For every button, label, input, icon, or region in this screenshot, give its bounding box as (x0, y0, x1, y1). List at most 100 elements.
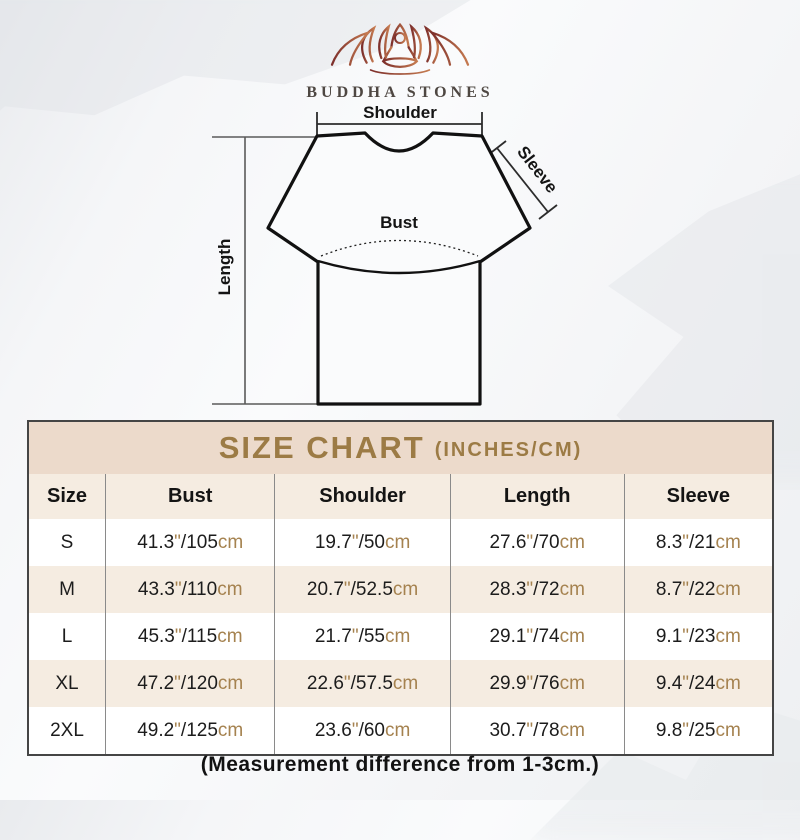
shoulder-measure-lines (316, 112, 483, 136)
value-text: /72 (533, 578, 560, 600)
value-text: /21 (689, 531, 716, 553)
unit-text: cm (217, 625, 243, 647)
value-text: 22.6 (306, 672, 344, 694)
unit-text: " (174, 578, 182, 600)
table-row: 2XL 49.2"/125cm 23.6"/60cm 30.7"/78cm 9.8"/2… (29, 707, 772, 754)
length-measurement-cell: 28.3"/72cm (449, 566, 625, 613)
length-measurement-cell: 29.1"/74cm (449, 613, 625, 660)
unit-text: " (174, 719, 181, 741)
unit-text: " (351, 719, 359, 741)
shoulder-measurement-cell: 22.6"/57.5cm (274, 660, 451, 707)
unit-text: cm (392, 672, 419, 694)
bust-label: Bust (380, 213, 418, 232)
unit-text: " (343, 578, 351, 600)
unit-text: cm (715, 719, 741, 741)
unit-text: cm (559, 625, 585, 647)
value-text: 30.7 (489, 719, 527, 741)
value-text: /55 (358, 625, 385, 647)
table-row: S 41.3"/105cm 19.7"/50cm 27.6"/70cm 8.3"/21c… (29, 519, 772, 566)
value-text: 27.6 (489, 531, 527, 553)
size-chart-title: SIZE CHART (218, 430, 425, 465)
table-row: L 45.3"/115cm 21.7"/55cm 29.1"/74cm 9.1"/23c… (29, 613, 772, 660)
measurement-note: (Measurement difference from 1-3cm.) (200, 753, 600, 776)
shoulder-label: Shoulder (363, 103, 437, 122)
unit-text: " (682, 672, 690, 694)
size-table-body: S 41.3"/105cm 19.7"/50cm 27.6"/70cm 8.3"/21c… (29, 519, 772, 754)
unit-text: " (526, 578, 534, 600)
tshirt-measurement-diagram: Shoulder Sleeve Bust Length (212, 103, 561, 406)
unit-text: " (343, 672, 351, 694)
value-text: /57.5 (350, 672, 393, 694)
bust-line-solid (317, 259, 481, 275)
unit-text: cm (559, 672, 585, 694)
size-chart-title-bar: SIZE CHART (INCHES/CM) (29, 422, 772, 474)
column-header-shoulder: Shoulder (274, 474, 451, 519)
sleeve-measurement-cell: 8.7"/22cm (623, 566, 772, 613)
unit-text: " (682, 578, 690, 600)
length-measurement-cell: 30.7"/78cm (449, 707, 625, 754)
unit-text: cm (384, 625, 411, 647)
unit-text: cm (384, 719, 411, 741)
length-measurement-cell: 29.9"/76cm (449, 660, 625, 707)
value-text: /110 (181, 578, 218, 600)
bust-line-dotted (320, 239, 479, 257)
value-text: /105 (180, 531, 218, 553)
unit-text: " (682, 531, 690, 553)
unit-text: " (174, 625, 182, 647)
value-text: 43.3 (137, 578, 175, 600)
value-text: /22 (689, 578, 716, 600)
tshirt-outline (266, 131, 532, 406)
value-text: 45.3 (137, 625, 175, 647)
sleeve-measurement-cell: 9.4"/24cm (623, 660, 772, 707)
value-text: 8.3 (655, 531, 683, 553)
sleeve-measurement-cell: 9.8"/25cm (623, 707, 772, 754)
unit-text: cm (559, 719, 585, 741)
unit-text: " (682, 719, 690, 741)
unit-text: cm (559, 531, 585, 553)
unit-text: " (526, 625, 534, 647)
sleeve-measurement-cell: 8.3"/21cm (623, 519, 772, 566)
table-row: XL 47.2"/120cm 22.6"/57.5cm 29.9"/76cm 9.4"/… (29, 660, 772, 707)
brand-header: BUDDHA STONES (0, 10, 800, 102)
size-cell: L (61, 625, 73, 647)
value-text: 21.7 (314, 625, 352, 647)
value-text: /52.5 (350, 578, 393, 600)
value-text: 28.3 (489, 578, 527, 600)
unit-text: cm (217, 531, 244, 553)
size-cell: M (59, 578, 75, 600)
unit-text: cm (217, 719, 244, 741)
table-row: M 43.3"/110cm 20.7"/52.5cm 28.3"/72cm 8.7"/2… (29, 566, 772, 613)
value-text: /25 (689, 719, 716, 741)
value-text: 29.1 (489, 625, 527, 647)
sleeve-measurement-cell: 9.1"/23cm (623, 613, 772, 660)
column-header-size: Size (29, 474, 106, 519)
size-cell: XL (55, 672, 79, 694)
bust-measurement-cell: 47.2"/120cm (105, 660, 275, 707)
value-text: /24 (689, 672, 716, 694)
size-chart-panel: SIZE CHART (INCHES/CM) Size Bust Shoulde… (27, 420, 774, 756)
unit-text: cm (384, 531, 411, 553)
unit-text: cm (715, 625, 741, 647)
unit-text: cm (715, 531, 741, 553)
bust-measurement-cell: 45.3"/115cm (105, 613, 275, 660)
value-text: 29.9 (489, 672, 527, 694)
value-text: 9.4 (655, 672, 683, 694)
value-text: 9.1 (655, 625, 683, 647)
shoulder-measurement-cell: 21.7"/55cm (274, 613, 451, 660)
value-text: 47.2 (137, 672, 175, 694)
unit-text: " (174, 531, 181, 553)
value-text: /120 (180, 672, 218, 694)
value-text: /78 (533, 719, 560, 741)
unit-text: cm (715, 672, 741, 694)
unit-text: cm (392, 578, 419, 600)
shoulder-measurement-cell: 19.7"/50cm (274, 519, 451, 566)
unit-text: " (351, 531, 359, 553)
size-chart-units-label: (INCHES/CM) (434, 438, 583, 461)
value-text: /50 (358, 531, 385, 553)
unit-text: cm (715, 578, 741, 600)
value-text: 49.2 (137, 719, 175, 741)
value-text: 41.3 (137, 531, 175, 553)
value-text: /115 (181, 625, 218, 647)
size-table-header-row: Size Bust Shoulder Length Sleeve (29, 474, 772, 519)
unit-text: " (351, 625, 359, 647)
